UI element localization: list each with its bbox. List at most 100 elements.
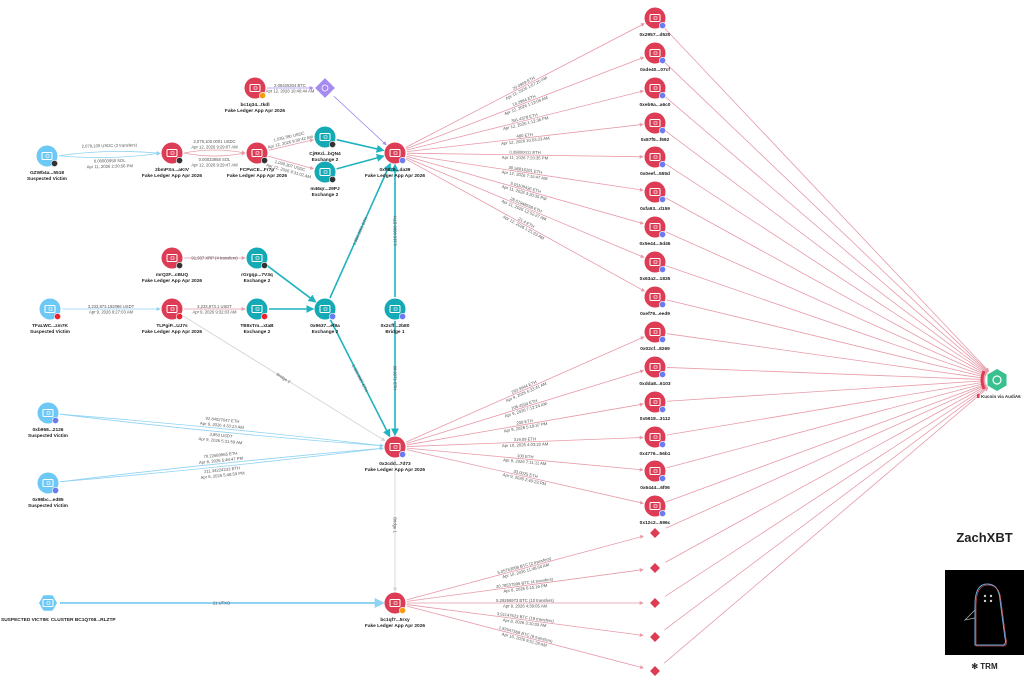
edge-v4-hub2[interactable]	[59, 446, 384, 483]
edge-r12-kucoin[interactable]	[666, 378, 986, 402]
node-r1[interactable]: 0x2957...d520	[640, 7, 671, 39]
node-d2[interactable]	[650, 563, 660, 573]
edge-dia_top-hub1[interactable]	[333, 95, 387, 146]
exchange-gear-icon[interactable]	[987, 369, 1007, 391]
edge-hub3-d1[interactable]	[406, 535, 645, 601]
edge-d1-kucoin[interactable]	[665, 384, 987, 529]
edge-hub2-r13[interactable]	[406, 435, 644, 447]
edge-hub1-r4[interactable]	[406, 122, 644, 153]
utxo-diamond-icon[interactable]	[650, 528, 660, 538]
edge-hub3-d4[interactable]	[406, 604, 644, 637]
node-r10[interactable]: 0x02cf...8269	[640, 321, 670, 353]
edge-r5-kucoin[interactable]	[664, 163, 988, 374]
node-r2[interactable]: 0xde40...07cf	[640, 42, 670, 74]
edge-n3-ex2[interactable]	[268, 155, 315, 170]
edge-r8-kucoin[interactable]	[666, 265, 987, 377]
edge-r14-kucoin[interactable]	[666, 382, 987, 469]
edge-d5-kucoin[interactable]	[663, 387, 989, 664]
node-d3[interactable]	[650, 598, 660, 608]
edge-r3-kucoin[interactable]	[663, 95, 989, 373]
edge-hub1-r6[interactable]	[406, 154, 644, 192]
cluster-hex-icon[interactable]	[37, 591, 60, 614]
node-r11[interactable]: 0xdda8...6103	[639, 356, 671, 388]
edge-hub2-r15[interactable]	[406, 449, 644, 505]
edge-hub2-r11[interactable]	[406, 369, 645, 444]
edge-hub1-r1[interactable]	[405, 23, 645, 148]
node-dia_top[interactable]	[315, 78, 335, 98]
edge-hub1-r8[interactable]	[405, 157, 645, 258]
edge-d4-kucoin[interactable]	[664, 386, 988, 631]
utxo-diamond-icon[interactable]	[650, 563, 660, 573]
utxo-diamond-icon[interactable]	[650, 666, 660, 676]
edge-ex2-hub1[interactable]	[336, 154, 385, 170]
node-r15[interactable]: 0x12c2...596c	[640, 495, 671, 527]
edge-r11-kucoin[interactable]	[666, 367, 986, 382]
node-r3[interactable]: 0xeb9a...a6c0	[640, 77, 671, 109]
edge-n2-n3[interactable]	[183, 149, 246, 155]
edge-tl-hub2[interactable]	[181, 314, 386, 442]
edge-hub3-d2[interactable]	[406, 568, 644, 602]
edge-v4-hub2[interactable]	[59, 446, 384, 483]
edge-hub3-d5[interactable]	[406, 605, 645, 670]
edge-r6-kucoin[interactable]	[665, 197, 988, 375]
node-r14[interactable]: 0x6444...6f06	[640, 460, 670, 492]
node-r4[interactable]: 0x87f5...f692	[641, 112, 670, 144]
edge-hub2-r14[interactable]	[406, 447, 644, 472]
edge-v3-hub2[interactable]	[59, 413, 384, 448]
edge-v1-n2[interactable]	[58, 150, 161, 157]
edge-hub1-r7[interactable]	[406, 155, 645, 225]
node-r7[interactable]: 0x5e44...5d46	[640, 216, 671, 248]
edge-d2-kucoin[interactable]	[665, 385, 988, 563]
node-r12[interactable]: 0x5918...3112	[640, 391, 671, 423]
edge-hub2-r12[interactable]	[406, 402, 644, 446]
node-cluster[interactable]: SUSPECTED VICTIM: CLUSTER BC1Q708...RLZT…	[1, 591, 116, 623]
edge-n3-ex1[interactable]	[268, 138, 314, 151]
edge-r2-kucoin[interactable]	[663, 61, 989, 373]
edge-n2-n3[interactable]	[183, 151, 246, 157]
edge-hub1-r3[interactable]	[406, 89, 645, 151]
edge-r1-kucoin[interactable]	[662, 26, 990, 372]
edge-r4-kucoin[interactable]	[664, 129, 988, 374]
node-r8[interactable]: 0x63a2...1835	[640, 251, 671, 283]
utxo-diamond-icon[interactable]	[650, 632, 660, 642]
edge-hub1-r5[interactable]	[406, 152, 644, 159]
edge-rg-ex0x[interactable]	[266, 264, 317, 303]
node-r5[interactable]: 0x0eef...555d	[640, 146, 670, 178]
node-r13[interactable]: 0x4776...56b1	[640, 426, 671, 458]
edge-r15-kucoin[interactable]	[666, 383, 987, 503]
edge-v3-hub2[interactable]	[59, 413, 384, 448]
edge-ex1-hub1[interactable]	[336, 138, 385, 153]
node-d5[interactable]	[650, 666, 660, 676]
edge-ex0x-hub2[interactable]	[329, 319, 391, 438]
node-kucoin[interactable]: Kucoin via AudiA6	[977, 369, 1021, 399]
edge-r10-kucoin[interactable]	[666, 333, 986, 380]
node-d4[interactable]	[650, 632, 660, 642]
edge-ex0x-hub1[interactable]	[329, 162, 392, 299]
node-r9[interactable]: 0xef79...eed9	[640, 286, 670, 318]
bridge-diamond-icon[interactable]	[315, 78, 335, 98]
node-r6[interactable]: 0xfa93...d159	[640, 181, 670, 213]
node-d1[interactable]	[650, 528, 660, 538]
edge-hub2-r10[interactable]	[405, 336, 645, 443]
edge-v1-n2[interactable]	[58, 151, 161, 159]
edge-hub1-r9[interactable]	[405, 158, 646, 292]
